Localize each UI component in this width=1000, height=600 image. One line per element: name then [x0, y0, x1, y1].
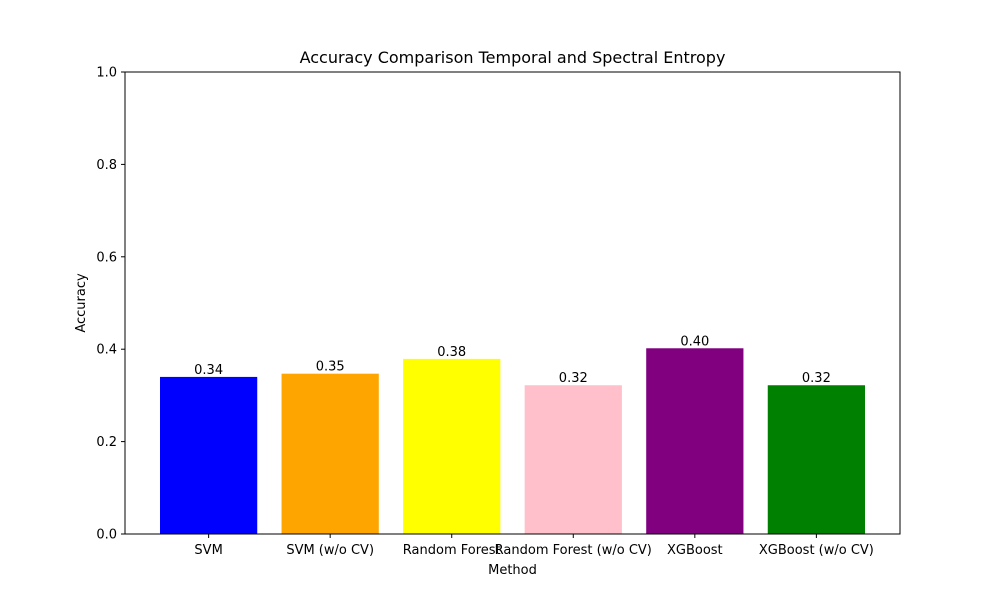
x-tick-label: XGBoost: [667, 543, 723, 558]
x-tick-label: SVM: [194, 543, 222, 558]
bar: [767, 385, 865, 534]
chart-title: Accuracy Comparison Temporal and Spectra…: [300, 48, 726, 67]
y-tick-label: 0.8: [96, 158, 117, 173]
bar-value-label: 0.32: [802, 371, 831, 386]
bar: [281, 373, 379, 534]
y-axis: 0.0 0.2 0.4 0.6 0.8 1.0: [96, 66, 125, 543]
x-axis-label: Method: [488, 563, 537, 578]
bar: [160, 376, 258, 534]
bar-value-label: 0.40: [680, 334, 709, 349]
x-tick-label: Random Forest (w/o CV): [495, 543, 652, 558]
y-tick-label: 0.0: [96, 528, 117, 543]
y-axis-label: Accuracy: [74, 273, 89, 333]
bar-value-label: 0.32: [559, 371, 588, 386]
bars-group: [160, 348, 865, 534]
y-tick-label: 0.4: [96, 343, 117, 358]
plot-area-frame: [124, 71, 901, 535]
bar: [403, 358, 501, 534]
bar-value-label: 0.34: [194, 363, 223, 378]
x-tick-label: XGBoost (w/o CV): [759, 543, 874, 558]
x-tick-label: SVM (w/o CV): [286, 543, 374, 558]
y-tick-label: 1.0: [96, 66, 117, 81]
y-tick-label: 0.6: [96, 250, 117, 265]
bar-value-label: 0.35: [316, 360, 345, 375]
bar: [524, 385, 622, 534]
x-tick-label: Random Forest: [403, 543, 501, 558]
bar: [646, 348, 744, 534]
data-labels-group: 0.34 0.35 0.38 0.32 0.40 0.32: [194, 334, 831, 386]
y-tick-label: 0.2: [96, 435, 117, 450]
bar-value-label: 0.38: [437, 345, 466, 360]
